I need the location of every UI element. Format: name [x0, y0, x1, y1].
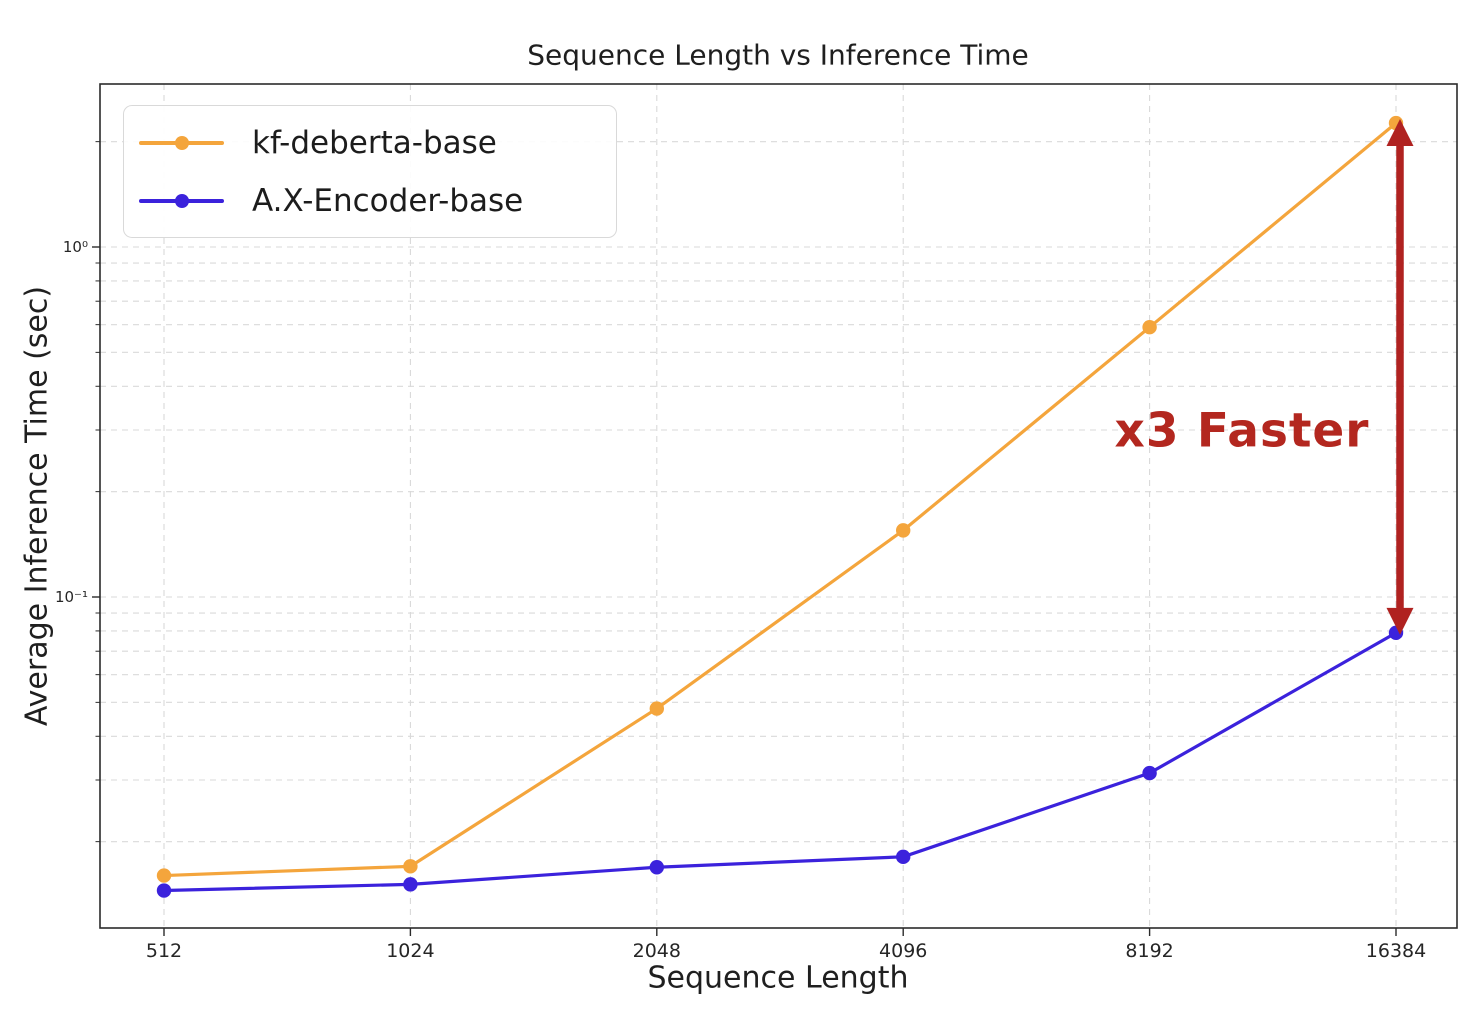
annotation-arrowhead-up: [1386, 119, 1414, 147]
series-marker-kf-deberta-base: [896, 523, 911, 538]
legend-label: kf-deberta-base: [252, 124, 497, 161]
legend-label: A.X-Encoder-base: [252, 182, 524, 219]
x-tick-label: 8192: [1125, 940, 1173, 962]
series-marker-A.X-Encoder-base: [649, 860, 664, 875]
legend-line-sample: [139, 135, 224, 150]
plot-frame: [99, 83, 1458, 929]
legend-line-sample: [139, 193, 224, 208]
series-marker-A.X-Encoder-base: [403, 877, 418, 892]
series-marker-kf-deberta-base: [156, 868, 172, 883]
x-tick-label: 512: [146, 940, 182, 962]
series-marker-A.X-Encoder-base: [1142, 765, 1157, 781]
legend: kf-deberta-base A.X-Encoder-base: [123, 105, 617, 238]
y-tick-label: 10⁻¹: [55, 588, 88, 606]
series-marker-kf-deberta-base: [403, 859, 418, 874]
series-line-kf-deberta-base: [163, 121, 1398, 878]
x-tick-label: 16384: [1366, 940, 1426, 962]
series-marker-A.X-Encoder-base: [156, 883, 172, 898]
y-tick-label: 10⁰: [63, 238, 88, 256]
legend-item-kf-deberta-base: kf-deberta-base: [139, 121, 616, 165]
x-axis-label: Sequence Length: [647, 960, 909, 996]
series-marker-A.X-Encoder-base: [896, 849, 911, 865]
series-marker-kf-deberta-base: [649, 701, 664, 716]
chart-title: Sequence Length vs Inference Time: [527, 38, 1029, 72]
legend-marker-dot: [175, 193, 189, 208]
annotation-text: x3 Faster: [1114, 403, 1370, 459]
legend-item-A.X-Encoder-base: A.X-Encoder-base: [139, 179, 616, 223]
series-marker-kf-deberta-base: [1142, 320, 1157, 335]
annotation-arrowhead-down: [1386, 607, 1414, 635]
x-tick-label: 2048: [633, 940, 681, 962]
series-line-A.X-Encoder-base: [163, 631, 1397, 893]
legend-marker-dot: [175, 135, 189, 150]
x-tick-label: 1024: [386, 940, 434, 962]
y-axis-label: Average Inference Time (sec): [19, 285, 55, 727]
x-tick-label: 4096: [879, 940, 927, 962]
